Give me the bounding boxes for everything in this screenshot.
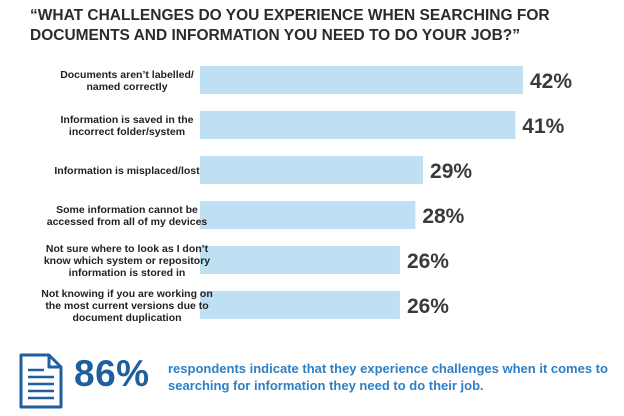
value-label: 28% <box>422 205 464 228</box>
category-label: Some information cannot be accessed from … <box>47 204 208 228</box>
bar <box>200 291 400 319</box>
value-label: 26% <box>407 295 449 318</box>
chart-title: “WHAT CHALLENGES DO YOU EXPERIENCE WHEN … <box>30 7 550 44</box>
bar <box>200 66 523 94</box>
footer-text: respondents indicate that they experienc… <box>168 361 608 393</box>
category-label: Not knowing if you are working on the mos… <box>41 288 213 324</box>
category-label: Information is saved in the incorrect fol… <box>60 114 193 138</box>
footer-stat: 86% <box>74 353 150 394</box>
category-label: Documents aren’t labelled/named correctl… <box>60 69 194 93</box>
bar <box>200 201 416 229</box>
bar <box>200 156 424 184</box>
bar-chart: Documents aren’t labelled/named correctl… <box>41 66 572 324</box>
category-label: Information is misplaced/lost <box>54 165 200 177</box>
value-label: 42% <box>530 70 572 93</box>
value-label: 41% <box>522 115 564 138</box>
value-label: 26% <box>407 250 449 273</box>
bar <box>200 111 516 139</box>
document-icon <box>19 353 63 409</box>
value-label: 29% <box>430 160 472 183</box>
bar <box>200 246 400 274</box>
category-label: Not sure where to look as I don’t know wh… <box>44 243 210 279</box>
